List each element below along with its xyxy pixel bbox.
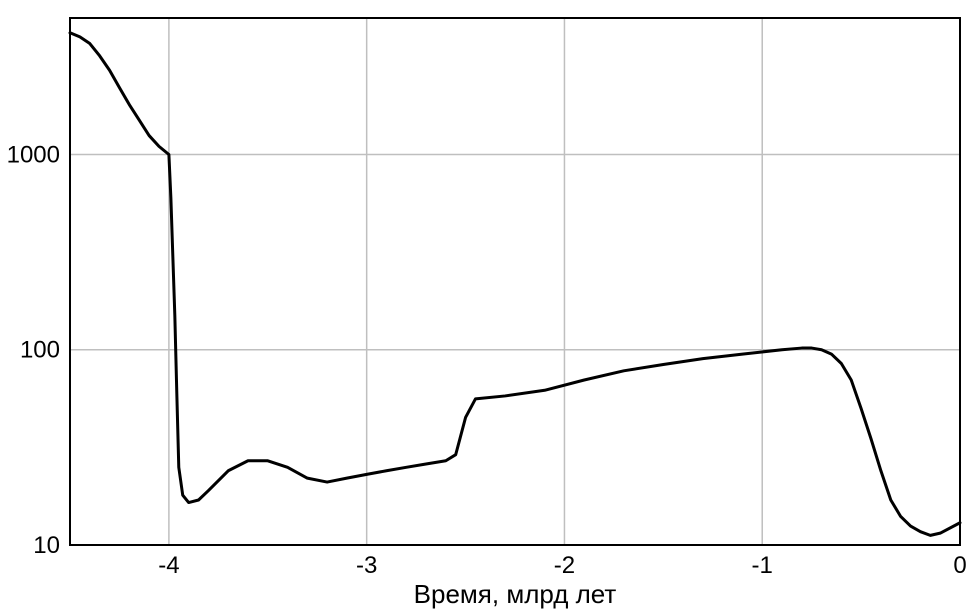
x-tick-label: -1 <box>752 552 773 579</box>
chart-background <box>0 0 980 611</box>
line-chart: -4 -3 -2 -1 0 10 100 1000 Время, млрд лет <box>0 0 980 611</box>
y-tick-label: 1000 <box>7 141 60 168</box>
x-tick-label: -4 <box>158 552 179 579</box>
x-axis-label: Время, млрд лет <box>414 579 617 609</box>
x-tick-label: 0 <box>953 552 966 579</box>
x-tick-label: -3 <box>356 552 377 579</box>
chart-container: -4 -3 -2 -1 0 10 100 1000 Время, млрд лет <box>0 0 980 611</box>
y-tick-label: 10 <box>33 532 60 559</box>
y-tick-label: 100 <box>20 337 60 364</box>
x-tick-label: -2 <box>554 552 575 579</box>
